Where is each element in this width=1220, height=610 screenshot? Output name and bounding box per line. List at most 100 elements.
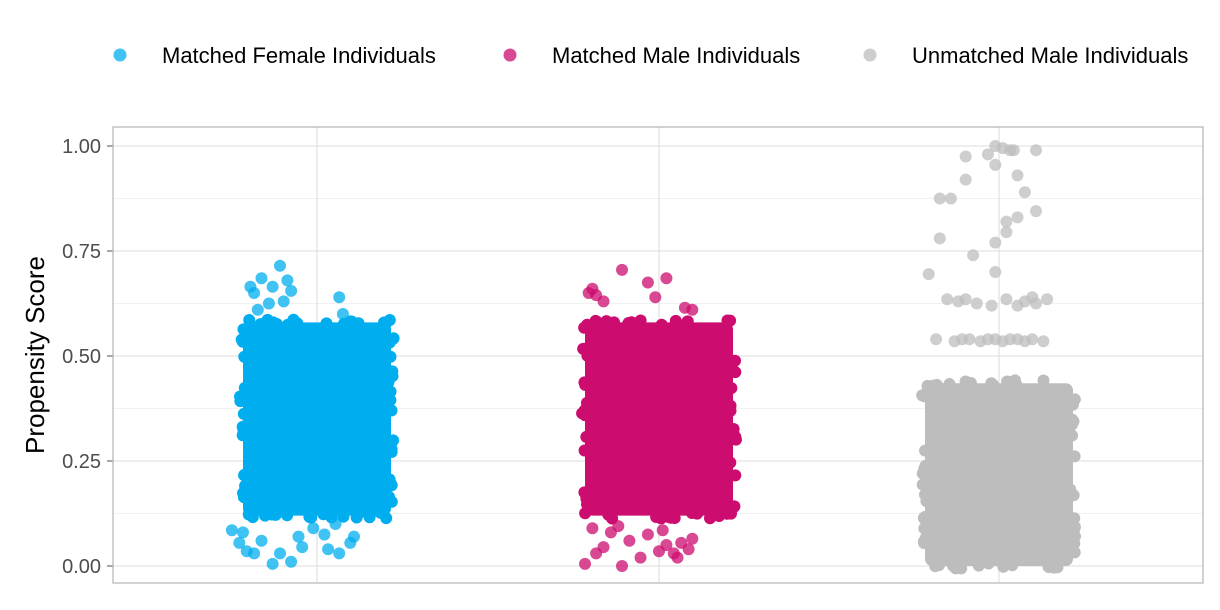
data-point: [269, 508, 282, 521]
y-tick-label: 0.50: [62, 346, 101, 368]
data-point: [1067, 527, 1080, 540]
data-point: [597, 541, 610, 554]
data-point: [686, 303, 699, 316]
data-point: [686, 532, 699, 545]
data-point: [384, 350, 397, 363]
data-point: [385, 404, 398, 417]
data-point: [237, 407, 250, 420]
data-point: [1011, 169, 1024, 182]
data-point: [989, 333, 1002, 346]
data-point: [1011, 211, 1024, 224]
data-point: [724, 404, 737, 417]
data-point: [262, 297, 275, 310]
data-point: [933, 232, 946, 245]
scatter-points: [225, 140, 1054, 572]
data-point: [972, 559, 985, 572]
data-point: [350, 511, 363, 524]
data-point: [239, 479, 252, 492]
legend-label: Matched Female Individuals: [162, 43, 436, 68]
data-point: [729, 354, 742, 367]
data-point: [989, 158, 1002, 171]
data-point: [649, 291, 662, 304]
data-point: [685, 507, 698, 520]
data-point: [1041, 293, 1054, 306]
y-axis-title: Propensity Score: [20, 256, 50, 454]
legend-label: Matched Male Individuals: [552, 43, 800, 68]
data-point: [380, 512, 393, 525]
plot-panel-border: [112, 126, 1204, 584]
data-point: [724, 456, 737, 469]
data-point: [292, 530, 305, 543]
data-point: [246, 511, 259, 524]
data-point: [1051, 561, 1064, 574]
data-point: [917, 511, 930, 524]
data-point: [623, 534, 636, 547]
data-point: [251, 303, 264, 316]
data-point: [582, 287, 595, 299]
data-point: [296, 541, 309, 554]
data-point: [320, 317, 333, 330]
dense-point-band: [243, 322, 391, 516]
data-point: [727, 426, 740, 439]
data-point: [1011, 333, 1024, 346]
data-point: [586, 319, 599, 332]
data-point: [641, 528, 654, 541]
data-point: [1006, 378, 1019, 391]
data-point: [333, 547, 346, 560]
data-point: [970, 297, 983, 310]
data-point: [281, 274, 294, 287]
data-point: [248, 287, 261, 299]
data-point: [982, 557, 995, 570]
data-point: [336, 308, 349, 320]
data-point: [997, 560, 1010, 573]
data-point: [681, 315, 694, 328]
data-point: [233, 536, 246, 549]
data-point: [285, 555, 298, 568]
data-point: [281, 509, 294, 522]
data-point: [941, 293, 954, 306]
data-point: [1030, 144, 1042, 157]
data-point: [1007, 144, 1020, 157]
data-point: [337, 510, 350, 523]
data-point: [634, 314, 647, 327]
legend: Matched Female Individuals Matched Male I…: [113, 43, 1188, 68]
data-point: [382, 376, 395, 389]
data-point: [333, 291, 346, 304]
dense-point-bands: [234, 313, 1082, 575]
data-point: [1066, 418, 1079, 431]
data-point: [669, 314, 682, 327]
data-point: [656, 524, 669, 537]
data-point: [578, 444, 591, 457]
data-point: [237, 424, 250, 437]
data-point: [578, 404, 591, 417]
data-point: [650, 510, 663, 523]
data-point: [579, 557, 591, 570]
data-point: [987, 379, 1000, 392]
data-point: [307, 522, 320, 535]
y-tick-label: 0.75: [62, 241, 101, 263]
legend-marker: [113, 48, 127, 62]
data-point: [291, 317, 304, 330]
data-point: [724, 314, 737, 327]
data-point: [918, 522, 931, 535]
data-point: [234, 390, 247, 403]
data-point: [919, 459, 932, 472]
legend-label: Unmatched Male Individuals: [912, 43, 1188, 68]
data-point: [655, 318, 668, 331]
data-point: [274, 547, 286, 560]
legend-marker: [863, 48, 877, 62]
data-point: [959, 150, 972, 163]
data-point: [363, 511, 376, 524]
data-point: [985, 299, 998, 312]
data-point: [725, 382, 738, 395]
data-point: [386, 365, 399, 378]
data-point: [949, 562, 962, 575]
data-point: [266, 557, 279, 570]
y-tick-label: 1.00: [62, 136, 101, 158]
data-point: [266, 280, 279, 293]
data-point: [303, 510, 316, 523]
data-point: [1067, 489, 1080, 502]
data-point: [382, 490, 395, 503]
data-point: [634, 551, 647, 564]
